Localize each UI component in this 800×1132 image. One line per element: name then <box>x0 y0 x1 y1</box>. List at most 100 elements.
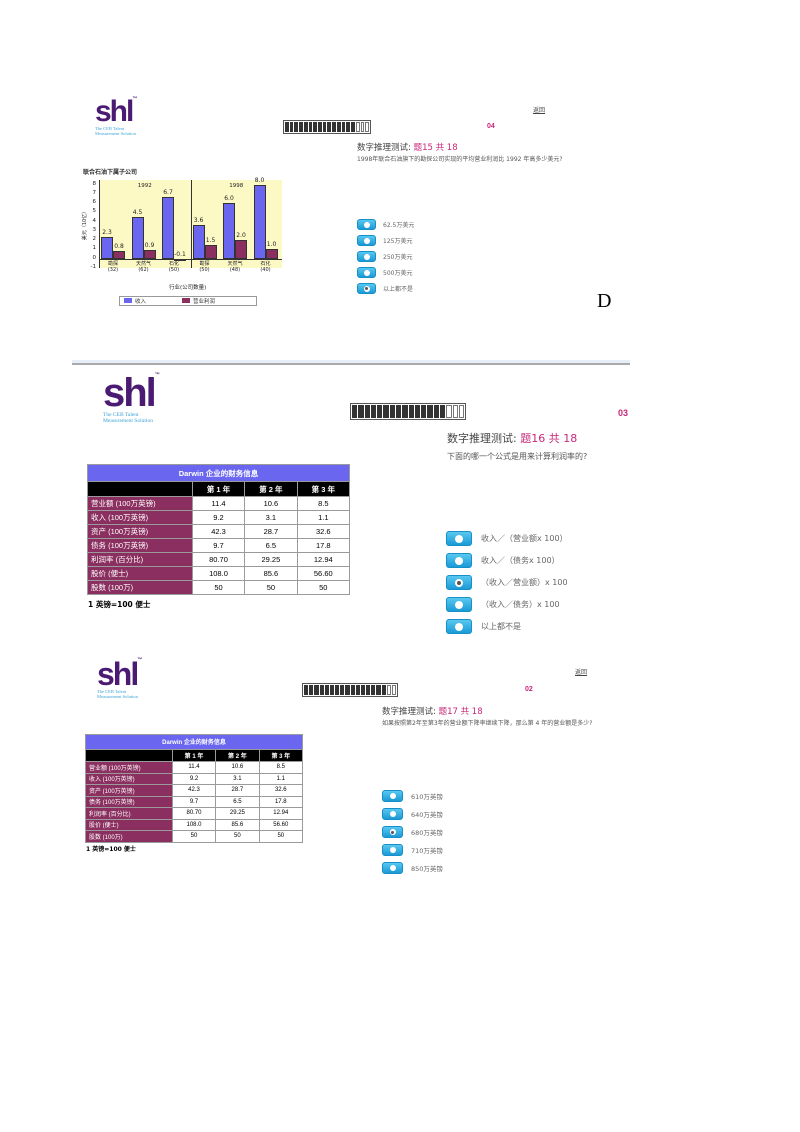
answer-option[interactable]: （收入／债务）x 100 <box>446 597 568 612</box>
option-label: 收入／（营业额x 100） <box>481 534 568 543</box>
table-note: 1 英镑=100 便士 <box>86 846 136 853</box>
table-row: 股价 (便士) 108.0 85.6 56.60 <box>87 566 351 581</box>
cell-value: 9.2 <box>191 510 246 525</box>
category-label: 天然气 (62) <box>135 260 151 273</box>
category-label: 勘探 (50) <box>199 260 210 273</box>
y-tick: 4 <box>92 217 97 224</box>
progress-segment <box>365 122 369 132</box>
radio-button[interactable] <box>357 267 376 278</box>
question-text: 下面的哪一个公式是用来计算利润率的? <box>447 452 588 461</box>
cell-value: 8.5 <box>258 761 304 774</box>
radio-button[interactable] <box>357 251 376 262</box>
cell-value: 80.70 <box>191 552 246 567</box>
table-row: 债务 (100万英镑) 9.7 6.5 17.8 <box>85 795 304 808</box>
radio-button[interactable] <box>446 531 472 546</box>
question-title: 数字推理测试: 题17 共 18 <box>382 707 483 717</box>
option-label: 125万美元 <box>383 238 413 245</box>
radio-button[interactable] <box>357 219 376 230</box>
answer-option[interactable]: 收入／（营业额x 100） <box>446 531 568 546</box>
radio-button[interactable] <box>446 553 472 568</box>
shl-logo: shl™ The CEB Talent Measurement Solution <box>95 95 137 136</box>
question-text: 1998年联合石油旗下的勘探公司实现的平均营业利润比 1992 年高多少美元? <box>357 156 563 163</box>
question-title: 数字推理测试: 题15 共 18 <box>357 143 458 153</box>
y-tick: 2 <box>92 236 97 243</box>
table-row: 资产 (100万英镑) 42.3 28.7 32.6 <box>85 784 304 797</box>
cell-value: 28.7 <box>215 784 260 797</box>
progress-segment <box>366 685 371 695</box>
cell-value: 6.5 <box>215 795 260 808</box>
radio-button[interactable] <box>382 808 403 820</box>
category-label: 石化 (50) <box>168 260 180 273</box>
option-label: 收入／（债务x 100） <box>481 556 560 565</box>
radio-button[interactable] <box>382 826 403 838</box>
row-label: 收入 (100万英镑) <box>85 772 173 785</box>
x-axis-label: 行业(公司数量) <box>169 285 207 291</box>
profit-bar <box>143 250 156 259</box>
radio-button[interactable] <box>382 862 403 874</box>
answer-option[interactable]: 125万美元 <box>357 235 414 246</box>
progress-segment <box>377 405 383 418</box>
answer-option[interactable]: 250万美元 <box>357 251 414 262</box>
answer-option[interactable]: 以上都不是 <box>446 619 568 634</box>
table-row: 资产 (100万英镑) 42.3 28.7 32.6 <box>87 524 351 539</box>
row-label: 股价 (便士) <box>87 566 193 581</box>
answer-option[interactable]: 610万英镑 <box>382 790 443 802</box>
y-tick: -1 <box>90 264 96 270</box>
chart-legend: 收入 营业利润 <box>119 296 257 306</box>
cell-value: 12.94 <box>258 807 304 820</box>
legend-item: 营业利润 <box>182 297 215 305</box>
radio-button[interactable] <box>357 283 376 294</box>
progress-segment <box>350 685 355 695</box>
answer-option[interactable]: 以上都不是 <box>357 283 414 294</box>
progress-segment <box>345 685 350 695</box>
shl-logo: shl™ The CEB Talent Measurement Solution <box>97 656 142 699</box>
cell-value: 17.8 <box>258 795 304 808</box>
progress-segment <box>294 122 299 132</box>
progress-segment <box>314 685 319 695</box>
y-tick: 1 <box>92 245 97 252</box>
revenue-bar <box>192 225 205 259</box>
answer-option[interactable]: 收入／（债务x 100） <box>446 553 568 568</box>
row-label: 股数 (100万) <box>87 580 193 595</box>
answer-option[interactable]: 850万英镑 <box>382 862 443 874</box>
radio-button[interactable] <box>446 575 472 590</box>
progress-segment <box>355 685 360 695</box>
answer-option[interactable]: （收入／营业额）x 100 <box>446 575 568 590</box>
bar-value-label: 2.0 <box>236 232 246 240</box>
answer-option[interactable]: 500万美元 <box>357 267 414 278</box>
cell-value: 56.60 <box>258 818 304 831</box>
radio-button[interactable] <box>382 844 403 856</box>
bar-value-label: 6.0 <box>224 195 234 203</box>
radio-button[interactable] <box>446 597 472 612</box>
category-label: 天然气 (48) <box>227 260 243 273</box>
radio-button[interactable] <box>382 790 403 802</box>
answer-options: 收入／（营业额x 100） 收入／（债务x 100） （收入／营业额）x 100 （收… <box>446 531 568 634</box>
column-header: 第 2 年 <box>244 481 298 497</box>
answer-option[interactable]: 710万英镑 <box>382 844 443 856</box>
radio-button[interactable] <box>357 235 376 246</box>
y-axis-label: 美元（10亿） <box>82 208 89 241</box>
cell-value: 56.60 <box>296 566 351 581</box>
progress-segment <box>340 685 345 695</box>
bar-value-label: 3.6 <box>193 217 204 225</box>
answer-option[interactable]: 62.5万美元 <box>357 219 414 230</box>
back-link[interactable]: 返回 <box>533 107 546 114</box>
profit-bar <box>174 258 186 261</box>
back-link[interactable]: 返回 <box>575 669 588 676</box>
cell-value: 50 <box>215 830 260 843</box>
row-label: 资产 (100万英镑) <box>87 524 193 539</box>
option-label: 640万英镑 <box>411 811 443 819</box>
cell-value: 80.70 <box>171 807 217 820</box>
progress-segment <box>308 122 313 132</box>
row-label: 资产 (100万英镑) <box>85 784 173 797</box>
column-header <box>85 748 173 762</box>
revenue-bar <box>162 196 174 259</box>
answer-option[interactable]: 680万英镑 <box>382 826 443 838</box>
radio-button[interactable] <box>446 619 472 634</box>
answer-option[interactable]: 640万英镑 <box>382 808 443 820</box>
cell-value: 10.6 <box>215 761 260 774</box>
progress-segment <box>421 405 427 418</box>
cell-value: 32.6 <box>296 524 351 539</box>
progress-segment <box>446 405 452 418</box>
progress-segment <box>427 405 433 418</box>
